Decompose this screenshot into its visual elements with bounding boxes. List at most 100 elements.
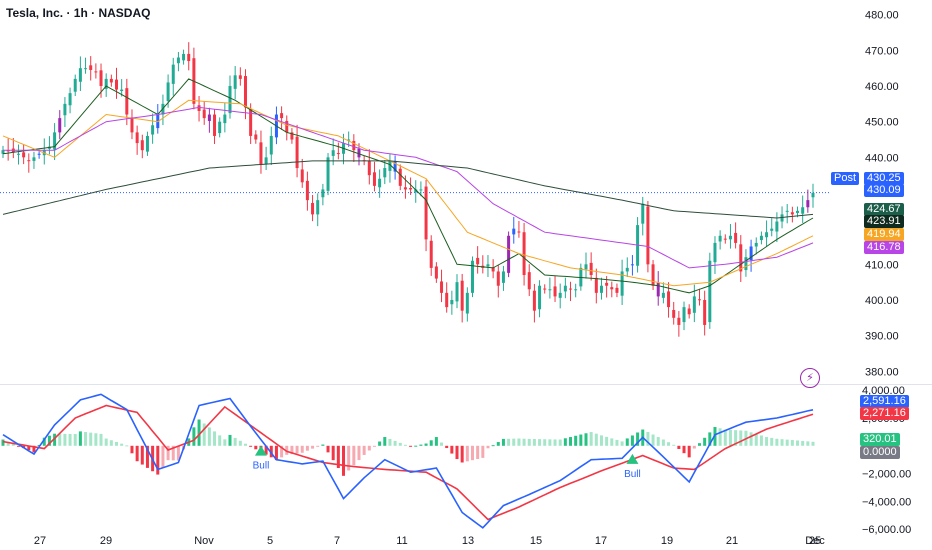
candle-body [692, 296, 696, 313]
candle-body [269, 135, 273, 155]
candle-body [73, 78, 77, 92]
histogram-bar [455, 445, 459, 460]
candle-body [202, 109, 206, 119]
candle-body [22, 152, 26, 158]
candle-body [285, 120, 289, 133]
candle-body [491, 267, 495, 272]
histogram-bar [388, 438, 392, 446]
histogram-bar [424, 443, 428, 446]
ma-mid-line [2, 99, 814, 287]
chart-title: Tesla, Inc. · 1h · NASDAQ [6, 6, 151, 20]
histogram-bar [496, 442, 500, 446]
candle-body [625, 267, 629, 272]
candle-body [517, 231, 521, 233]
candle-body [249, 108, 253, 136]
candle-body [703, 299, 707, 325]
candle-body [135, 132, 139, 144]
candle-body [6, 150, 10, 152]
histogram-bar [445, 445, 449, 449]
histogram-bar [336, 445, 340, 469]
histogram-bar [84, 432, 88, 446]
macd-line [2, 393, 814, 529]
candle-body [697, 299, 701, 301]
histogram-value-tag: 320.01 [860, 433, 900, 446]
histogram-bar [73, 434, 77, 446]
lightning-icon[interactable]: ⚡ [800, 368, 820, 388]
histogram-bar [202, 423, 206, 446]
ma-long-tag: 423.91 [864, 215, 904, 228]
candle-body [775, 221, 779, 232]
candle-body [63, 103, 67, 116]
candle-body [558, 292, 562, 298]
candle-body [599, 285, 603, 293]
price-axis-tick: 440.00 [865, 152, 899, 164]
candle-body [589, 262, 593, 276]
candle-body [414, 189, 418, 193]
time-axis-tick: 15 [530, 535, 542, 547]
histogram-bar [790, 440, 794, 446]
candle-body [770, 228, 774, 231]
candle-body [470, 260, 474, 293]
time-axis-tick: 7 [334, 535, 340, 547]
histogram-bar [403, 444, 407, 446]
candle-body [434, 266, 438, 279]
histogram-bar [207, 427, 211, 446]
time-axis-tick: Dec [805, 535, 825, 547]
histogram-bar [687, 445, 691, 458]
histogram-bar [718, 428, 722, 446]
candle-body [512, 228, 516, 235]
candle-body [419, 189, 423, 191]
histogram-bar [326, 445, 330, 453]
candle-body [790, 212, 794, 215]
histogram-bar [512, 438, 516, 446]
candle-body [140, 140, 144, 151]
histogram-bar [166, 445, 170, 461]
histogram-bar [32, 445, 36, 453]
histogram-bar [440, 442, 444, 446]
histogram-bar [765, 437, 769, 446]
candle-body [32, 157, 36, 161]
histogram-bar [362, 445, 366, 455]
histogram-bar [749, 432, 753, 446]
candle-body [409, 188, 413, 190]
candle-body [84, 68, 88, 70]
histogram-bar [109, 440, 113, 446]
histogram-bar [507, 438, 511, 446]
candle-body [171, 64, 175, 84]
candle-body [68, 93, 72, 106]
candle-body [16, 153, 20, 155]
candle-body [280, 113, 284, 119]
price-axis-tick: 390.00 [865, 331, 899, 343]
histogram-bar [11, 443, 15, 446]
candle-body [728, 235, 732, 240]
indicator-axis-tick: −6,000.00 [862, 524, 911, 536]
candle-body [398, 168, 402, 186]
candle-body [151, 125, 155, 135]
candle-body [336, 153, 340, 155]
time-axis-tick: 25 [809, 535, 821, 547]
indicator-axis-tick: 4,000.00 [862, 385, 905, 397]
bull-marker-icon [626, 453, 639, 464]
candle-body [187, 53, 191, 62]
candle-body [661, 292, 665, 298]
histogram-bar [145, 445, 149, 468]
price-axis-tick: 470.00 [865, 45, 899, 57]
histogram-bar [630, 435, 634, 446]
candle-body [465, 292, 469, 314]
time-axis-tick: Nov [194, 535, 214, 547]
candle-body [754, 242, 758, 247]
histogram-bar [770, 437, 774, 446]
histogram-bar [223, 439, 227, 446]
histogram-bar [672, 444, 676, 446]
candle-body [615, 287, 619, 293]
histogram-bar [1, 439, 5, 446]
histogram-bar [754, 433, 758, 446]
price-axis-tick: 480.00 [865, 10, 899, 22]
histogram-bar [176, 445, 180, 461]
candle-body [429, 240, 433, 268]
histogram-bar [27, 445, 31, 451]
zero-value-tag: 0.0000 [860, 446, 900, 459]
candle-body [739, 244, 743, 272]
candle-body [532, 290, 536, 311]
price-axis-tick: 400.00 [865, 295, 899, 307]
